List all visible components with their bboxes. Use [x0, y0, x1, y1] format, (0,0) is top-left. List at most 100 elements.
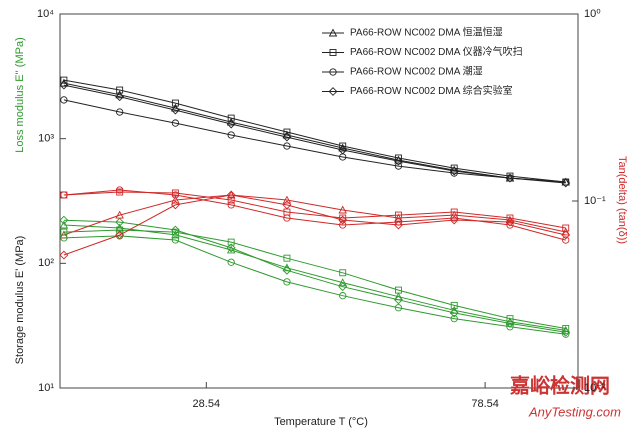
storage-marker: [339, 142, 347, 150]
y-tick-label: 10³: [38, 133, 54, 145]
storage-marker: [283, 142, 291, 150]
loss-marker: [339, 292, 347, 300]
y2-tick-label: 10⁻¹: [584, 195, 606, 207]
loss-marker: [338, 282, 348, 292]
loss-marker: [226, 243, 236, 253]
tan-marker: [561, 230, 571, 240]
y-axis-label: Storage modulus E' (MPa): [14, 236, 26, 365]
legend-label: PA66-ROW NC002 DMA 潮湿: [350, 65, 483, 78]
storage-marker: [394, 162, 403, 170]
plot-frame: [59, 13, 579, 389]
tan-marker: [171, 191, 180, 199]
tan-line: [63, 194, 566, 236]
storage-line: [63, 84, 566, 184]
y2-tick-label: 10⁰: [584, 8, 601, 20]
loss-marker: [394, 304, 403, 312]
loss-marker: [562, 325, 570, 332]
storage-marker: [227, 131, 235, 139]
loss-marker: [338, 278, 347, 287]
loss-marker: [562, 330, 570, 338]
legend-marker: [329, 68, 337, 76]
tan-marker: [395, 211, 402, 219]
tan-marker: [506, 214, 514, 222]
y2-tick-label: 10⁻²: [584, 382, 606, 394]
tan-marker: [338, 215, 348, 225]
loss-marker: [394, 295, 403, 305]
tan-marker: [505, 217, 515, 227]
loss-marker: [283, 278, 291, 286]
loss-marker: [449, 308, 459, 318]
watermark-site: 嘉峪检测网: [509, 373, 610, 397]
legend-label: PA66-ROW NC002 DMA 综合实验室: [350, 84, 513, 97]
x-tick-label: 78.54: [471, 398, 499, 410]
y-tick-label: 10¹: [38, 382, 54, 394]
loss-line: [63, 224, 566, 331]
storage-line: [63, 79, 566, 183]
storage-marker: [170, 105, 180, 115]
loss-marker: [506, 315, 514, 323]
legend-marker: [328, 87, 338, 96]
legend-label: PA66-ROW NC002 DMA 恒温恒湿: [350, 26, 503, 39]
storage-marker: [505, 173, 515, 183]
tan-marker: [562, 236, 570, 244]
tan-marker: [226, 190, 236, 199]
y2-axis-label: Tan(delta) (tan(δ)): [616, 156, 628, 244]
storage-marker: [60, 76, 68, 84]
storage-marker: [282, 132, 292, 142]
storage-marker: [283, 128, 291, 136]
storage-line: [63, 82, 566, 183]
storage-marker: [226, 119, 236, 129]
loss-marker: [339, 269, 347, 277]
loss-marker: [171, 228, 179, 236]
loss-marker: [282, 265, 292, 275]
storage-line: [63, 99, 566, 183]
loss-marker: [59, 220, 69, 229]
tan-marker: [561, 227, 570, 236]
loss-marker: [450, 314, 458, 323]
loss-line: [63, 219, 566, 333]
loss-marker: [60, 234, 68, 242]
tan-marker: [283, 214, 291, 222]
tan-marker: [60, 191, 68, 199]
storage-marker: [449, 166, 459, 176]
storage-marker: [115, 92, 125, 102]
loss-marker: [115, 217, 125, 227]
loss-marker: [395, 286, 402, 294]
tan-marker: [227, 196, 235, 204]
loss-marker: [227, 238, 235, 246]
tan-marker: [449, 215, 459, 225]
loss-marker: [170, 225, 180, 235]
loss-marker: [283, 254, 291, 262]
loss-marker: [450, 301, 458, 309]
tan-marker: [226, 190, 236, 200]
tan-line: [63, 194, 566, 256]
y-axis-label-loss: Loss modulus E'' (MPa): [14, 37, 26, 152]
tan-marker: [282, 195, 292, 204]
storage-marker: [561, 178, 571, 188]
storage-marker: [116, 108, 124, 116]
tan-marker: [339, 214, 347, 222]
tan-marker: [116, 186, 124, 194]
storage-marker: [171, 119, 180, 127]
tan-marker: [227, 201, 235, 209]
y-tick-label: 10²: [38, 257, 54, 269]
legend-label: PA66-ROW NC002 DMA 仪器冷气吹扫: [350, 45, 523, 58]
tan-marker: [450, 214, 458, 222]
storage-marker: [450, 169, 458, 177]
tan-marker: [115, 230, 125, 240]
loss-marker: [59, 215, 69, 225]
tan-marker: [171, 195, 180, 204]
loss-line: [63, 235, 566, 335]
storage-marker: [394, 156, 403, 166]
storage-marker: [60, 96, 68, 104]
watermark-url: AnyTesting.com: [528, 404, 621, 419]
loss-line: [63, 229, 566, 329]
loss-marker: [561, 327, 571, 337]
storage-marker: [227, 114, 235, 122]
x-tick-label: 28.54: [193, 398, 221, 410]
tan-marker: [170, 200, 180, 210]
y-tick-label: 10⁴: [37, 8, 54, 20]
legend-marker: [329, 49, 337, 56]
storage-marker: [338, 145, 348, 155]
